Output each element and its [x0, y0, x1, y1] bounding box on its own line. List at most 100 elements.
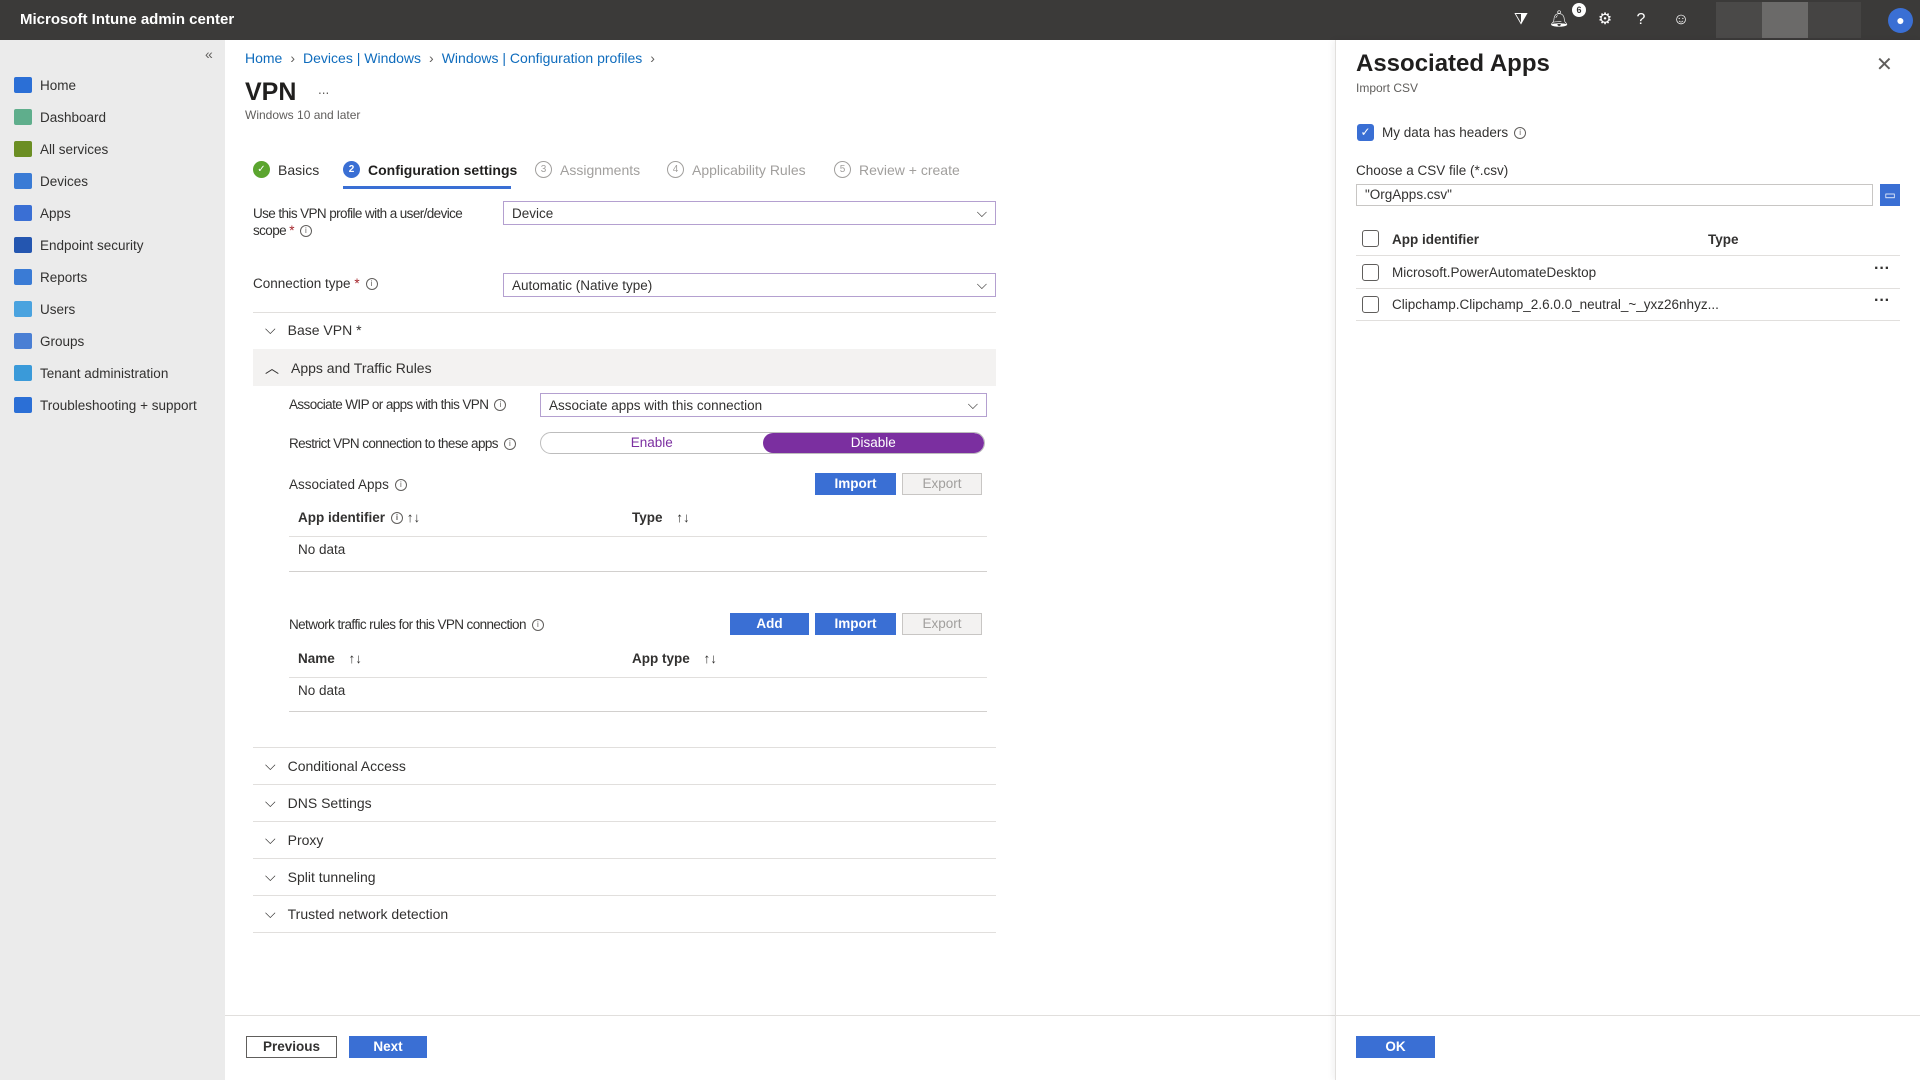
sidebar-item-groups[interactable]: Groups [14, 329, 84, 353]
breadcrumb-home[interactable]: Home [245, 50, 283, 66]
sidebar-item-devices[interactable]: Devices [14, 169, 88, 193]
section-proxy[interactable]: ⌵ Proxy [265, 831, 324, 848]
divider [1356, 320, 1900, 321]
collapse-sidebar-button[interactable]: « [205, 46, 213, 62]
scope-dropdown[interactable]: Device ⌵ [503, 201, 996, 225]
tab-basics[interactable]: ✓ Basics [253, 161, 319, 178]
csv-file-input[interactable]: "OrgApps.csv" [1356, 184, 1873, 206]
col-name[interactable]: Name ↑↓ [298, 651, 363, 666]
avatar-icon[interactable]: ● [1888, 8, 1913, 33]
bell-icon[interactable]: 🔔︎ [1548, 11, 1570, 28]
next-button[interactable]: Next [349, 1036, 427, 1058]
headers-checkbox[interactable]: ✓ [1357, 124, 1374, 141]
connection-type-dropdown[interactable]: Automatic (Native type) ⌵ [503, 273, 996, 297]
export-rules-button[interactable]: Export [902, 613, 982, 635]
col-app-identifier[interactable]: App identifier i ↑↓ [298, 510, 421, 525]
more-actions-icon[interactable]: ··· [1874, 292, 1890, 309]
tools-icon [14, 397, 32, 413]
row-checkbox[interactable] [1362, 296, 1379, 313]
section-dns-settings[interactable]: ⌵ DNS Settings [265, 794, 372, 811]
divider [253, 784, 996, 785]
previous-button[interactable]: Previous [246, 1036, 337, 1058]
sort-icon: ↑↓ [703, 651, 718, 666]
divider [253, 312, 996, 313]
panel-subtitle: Import CSV [1356, 81, 1419, 95]
panel-title: Associated Apps [1356, 50, 1550, 77]
shield-icon [14, 237, 32, 253]
sidebar-item-users[interactable]: Users [14, 297, 75, 321]
browse-folder-icon[interactable]: ▭ [1880, 184, 1900, 206]
breadcrumb-config-profiles[interactable]: Windows | Configuration profiles [441, 50, 643, 66]
sidebar-item-dashboard[interactable]: Dashboard [14, 105, 106, 129]
headers-label: My data has headers i [1382, 125, 1527, 140]
ok-button[interactable]: OK [1356, 1036, 1435, 1058]
col-type[interactable]: Type ↑↓ [632, 510, 690, 525]
more-actions-icon[interactable]: ··· [1874, 260, 1890, 277]
sidebar-item-tenant-administration[interactable]: Tenant administration [14, 361, 168, 385]
section-apps-traffic-rules[interactable]: ︿ Apps and Traffic Rules [265, 360, 432, 376]
tenant-icon [14, 365, 32, 381]
apps-icon [14, 205, 32, 221]
sidebar-item-home[interactable]: Home [14, 73, 76, 97]
file-label: Choose a CSV file (*.csv) [1356, 163, 1509, 178]
home-icon [14, 77, 32, 93]
disable-option[interactable]: Disable [762, 433, 984, 453]
groups-icon [14, 333, 32, 349]
section-base-vpn[interactable]: ⌵ Base VPN * [265, 321, 362, 338]
more-options-button[interactable]: ... [318, 82, 330, 97]
no-data-text: No data [298, 542, 346, 557]
section-trusted-network-detection[interactable]: ⌵ Trusted network detection [265, 905, 449, 922]
step-number: 3 [535, 161, 552, 178]
panel-footer-divider [1335, 1015, 1920, 1016]
gear-icon[interactable]: ⚙ [1597, 11, 1613, 28]
restrict-label: Restrict VPN connection to these apps i [289, 436, 516, 451]
export-apps-button[interactable]: Export [902, 473, 982, 495]
help-icon[interactable]: ? [1636, 11, 1646, 28]
section-apps-traffic-header[interactable] [253, 349, 996, 386]
account-block[interactable] [1762, 2, 1808, 38]
import-rules-button[interactable]: Import [815, 613, 896, 635]
connection-type-label: Connection type * i [253, 276, 378, 291]
sidebar-item-label: Reports [40, 269, 88, 285]
divider [253, 858, 996, 859]
close-icon[interactable]: ✕ [1876, 54, 1893, 76]
chevron-down-icon: ⌵ [967, 397, 978, 412]
app-identifier-cell: Microsoft.PowerAutomateDesktop [1392, 265, 1597, 280]
feedback-person-icon[interactable]: ☺ [1672, 11, 1690, 28]
restrict-toggle[interactable]: Enable Disable [540, 432, 985, 454]
section-split-tunneling[interactable]: ⌵ Split tunneling [265, 868, 376, 885]
chevron-down-icon: ⌵ [976, 277, 987, 292]
divider [253, 821, 996, 822]
tab-configuration-settings[interactable]: 2 Configuration settings [343, 161, 517, 178]
tab-review-create[interactable]: 5 Review + create [834, 161, 960, 178]
col-app-type[interactable]: App type ↑↓ [632, 651, 718, 666]
sidebar-item-label: Groups [40, 333, 85, 349]
section-conditional-access[interactable]: ⌵ Conditional Access [265, 757, 406, 774]
add-rule-button[interactable]: Add [730, 613, 809, 635]
select-all-checkbox[interactable] [1362, 230, 1379, 247]
sidebar-item-all-services[interactable]: All services [14, 137, 108, 161]
account-block[interactable] [1716, 2, 1762, 38]
dropdown-value: Device [512, 205, 554, 221]
feedback-filter-icon[interactable]: ⧩ [1513, 11, 1529, 28]
enable-option[interactable]: Enable [630, 435, 673, 450]
sidebar-item-endpoint-security[interactable]: Endpoint security [14, 233, 144, 257]
page-subtitle: Windows 10 and later [245, 108, 361, 122]
tab-label: Assignments [560, 161, 641, 178]
tab-assignments[interactable]: 3 Assignments [535, 161, 640, 178]
import-apps-button[interactable]: Import [815, 473, 896, 495]
dropdown-value: Associate apps with this connection [549, 397, 763, 413]
dropdown-value: Automatic (Native type) [512, 277, 653, 293]
row-checkbox[interactable] [1362, 264, 1379, 281]
account-block[interactable] [1808, 2, 1861, 38]
wip-dropdown[interactable]: Associate apps with this connection ⌵ [540, 393, 987, 417]
sidebar-item-reports[interactable]: Reports [14, 265, 87, 289]
tab-applicability-rules[interactable]: 4 Applicability Rules [667, 161, 806, 178]
breadcrumb-devices-windows[interactable]: Devices | Windows [303, 50, 422, 66]
sidebar-item-label: Users [40, 301, 76, 317]
sidebar-item-label: All services [40, 141, 109, 157]
info-icon: i [1514, 127, 1527, 140]
sidebar-item-troubleshooting-support[interactable]: Troubleshooting + support [14, 393, 197, 417]
info-icon: i [503, 438, 516, 451]
sidebar-item-apps[interactable]: Apps [14, 201, 71, 225]
